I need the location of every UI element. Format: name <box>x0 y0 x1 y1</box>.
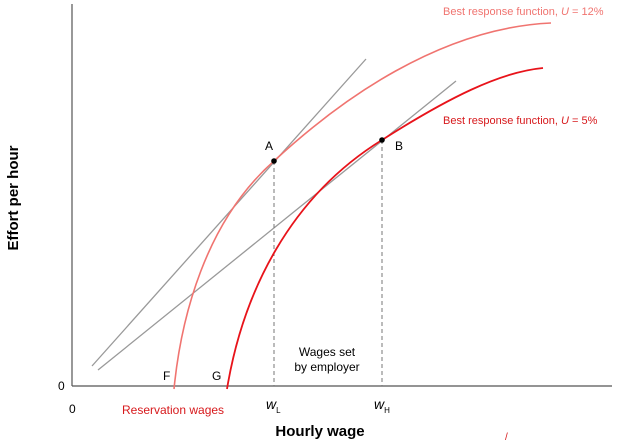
best-response-curve-u5 <box>226 67 544 390</box>
corner-mark: / <box>505 432 508 441</box>
wages-set-annotation-line2: by employer <box>294 360 359 374</box>
point-b-label: B <box>395 139 403 153</box>
wage-high-label: wH <box>374 396 390 415</box>
wage-low-label: wL <box>266 396 281 415</box>
point-g-label: G <box>212 369 221 383</box>
point-a-label: A <box>265 139 273 153</box>
u12-curve-label: Best response function, U = 12% <box>443 6 604 18</box>
y-axis-title: Effort per hour <box>5 145 22 250</box>
origin-y-label: 0 <box>58 379 65 393</box>
point-a-marker <box>271 158 277 164</box>
point-b-marker <box>379 137 385 143</box>
point-f-label: F <box>163 369 170 383</box>
isocost-line-b <box>97 80 457 371</box>
wages-set-annotation-line1: Wages set <box>299 345 356 359</box>
u5-curve-label: Best response function, U = 5% <box>443 115 598 127</box>
reservation-wages-label: Reservation wages <box>122 403 224 417</box>
origin-x-label: 0 <box>69 402 76 416</box>
x-axis-title: Hourly wage <box>275 423 364 440</box>
best-response-curve-u12 <box>173 22 552 390</box>
isocost-line-a <box>91 58 367 367</box>
